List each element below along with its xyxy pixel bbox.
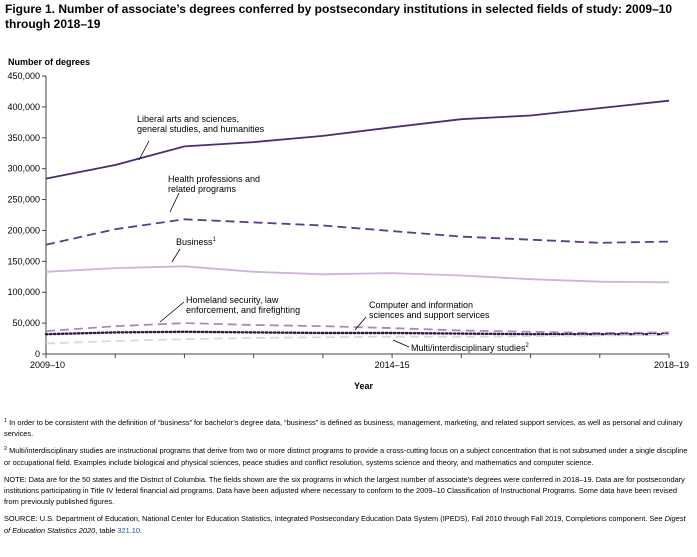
footnote-1: 1 In order to be consistent with the def… — [4, 417, 692, 439]
source-mid: , table — [95, 525, 118, 535]
footnote-1-mark: 1 — [4, 418, 8, 424]
series-label-text: related programs — [168, 184, 237, 194]
series-label-text: Computer and information — [369, 300, 473, 310]
series-label-leader-1 — [169, 192, 180, 213]
y-tick-label: 300,000 — [7, 164, 40, 174]
source-end: . — [140, 525, 143, 535]
source-table-link[interactable]: 321.10 — [117, 525, 141, 535]
source-publication: Digest of Education Statistics 2020 — [4, 514, 686, 535]
y-tick-label: 250,000 — [7, 195, 40, 205]
series-footnote-mark: 2 — [526, 343, 530, 349]
series-label-text: enforcement, and firefighting — [186, 305, 300, 315]
footnote-1-text: In order to be consistent with the defin… — [4, 418, 683, 439]
series-label-text: general studies, and humanities — [137, 124, 265, 134]
series-label-3: Homeland security, law — [186, 295, 279, 305]
footnote-2: 2 Multi/interdisciplinary studies are in… — [4, 445, 692, 467]
footnote-2-text: Multi/interdisciplinary studies are inst… — [4, 446, 688, 467]
series-label-0: general studies, and humanities — [137, 124, 265, 134]
x-tick-label: 2009–10 — [30, 360, 65, 370]
x-axis-title: Year — [354, 381, 374, 391]
series-label-1: Health professions and — [168, 174, 260, 184]
note-text: NOTE: Data are for the 50 states and the… — [4, 474, 685, 507]
y-axis-title: Number of degrees — [8, 57, 90, 67]
series-label-text: Business — [176, 237, 213, 247]
series-line-0 — [45, 99, 670, 180]
series-label-text: Homeland security, law — [186, 295, 279, 305]
series-label-text: sciences and support services — [369, 310, 490, 320]
series-line-1 — [45, 218, 670, 246]
series-label-leader-2 — [171, 248, 181, 263]
x-tick-label: 2014–15 — [375, 360, 410, 370]
series-label-2: Business1 — [176, 237, 217, 247]
x-tick-label: 2018–19 — [654, 360, 689, 370]
series-label-1: related programs — [168, 184, 237, 194]
series-line-2 — [45, 265, 670, 284]
y-tick-label: 350,000 — [7, 133, 40, 143]
figure-title: Figure 1. Number of associate’s degrees … — [5, 2, 673, 31]
y-tick-label: 100,000 — [7, 287, 40, 297]
series-label-leader-5 — [392, 339, 410, 348]
series-footnote-mark: 1 — [213, 237, 217, 243]
line-chart: Number of degrees Year 0 50,000 100,000 150,0… — [7, 57, 689, 391]
series-line-5 — [45, 333, 670, 345]
y-tick-label: 450,000 — [7, 71, 40, 81]
y-tick-label: 0 — [35, 349, 40, 359]
series-label-text: Health professions and — [168, 174, 260, 184]
source-text: SOURCE: U.S. Department of Education, Na… — [4, 513, 692, 535]
series-label-text: Multi/interdisciplinary studies — [411, 343, 526, 353]
y-tick-label: 200,000 — [7, 225, 40, 235]
series-label-0: Liberal arts and sciences, — [137, 114, 239, 124]
series-label-leader-4 — [354, 316, 367, 331]
series-label-3: enforcement, and firefighting — [186, 305, 300, 315]
y-tick-label: 50,000 — [12, 318, 40, 328]
series-label-5: Multi/interdisciplinary studies2 — [411, 343, 530, 353]
series-label-leader-3 — [159, 301, 185, 323]
footnote-2-mark: 2 — [4, 446, 8, 453]
y-tick-label: 150,000 — [7, 256, 40, 266]
series-label-4: sciences and support services — [369, 310, 490, 320]
series-label-4: Computer and information — [369, 300, 473, 310]
series-label-text: Liberal arts and sciences, — [137, 114, 239, 124]
y-tick-label: 400,000 — [7, 102, 40, 112]
source-pre: SOURCE: U.S. Department of Education, Na… — [4, 514, 665, 524]
series-line-4 — [44, 330, 671, 336]
figure-notes: 1 In order to be consistent with the def… — [4, 417, 692, 536]
series-label-leader-0 — [138, 140, 150, 161]
